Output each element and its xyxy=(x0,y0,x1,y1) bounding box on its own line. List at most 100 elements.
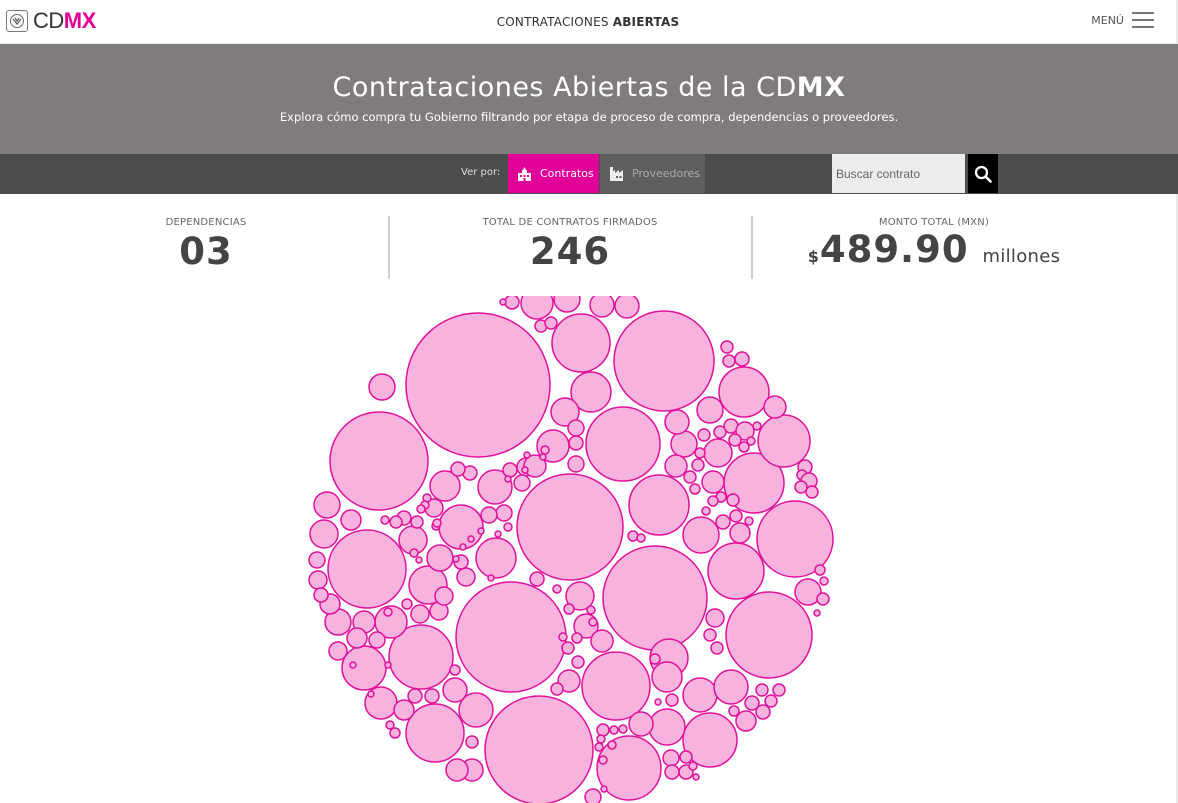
contract-bubble[interactable] xyxy=(703,628,717,642)
contract-bubble[interactable] xyxy=(682,677,718,713)
contract-bubble[interactable] xyxy=(389,727,401,739)
contract-bubble[interactable] xyxy=(520,287,554,320)
contract-bubble[interactable] xyxy=(618,724,628,734)
contract-bubble[interactable] xyxy=(725,591,813,679)
contract-bubble[interactable] xyxy=(728,433,742,447)
contract-bubble[interactable] xyxy=(536,429,570,463)
contract-bubble[interactable] xyxy=(374,605,408,639)
contract-bubble[interactable] xyxy=(800,472,818,490)
contract-bubble[interactable] xyxy=(654,698,662,706)
contract-bubble[interactable] xyxy=(715,514,731,530)
contract-bubble[interactable] xyxy=(449,664,461,676)
contract-bubble[interactable] xyxy=(458,692,494,728)
contract-bubble[interactable] xyxy=(499,298,507,306)
contract-bubble[interactable] xyxy=(504,295,520,310)
contract-bubble[interactable] xyxy=(757,414,811,468)
contract-bubble[interactable] xyxy=(590,629,614,653)
tab-contracts[interactable]: Contratos xyxy=(508,154,599,193)
contract-bubble[interactable] xyxy=(438,504,484,550)
contract-bubble[interactable] xyxy=(648,708,686,746)
contract-bubble[interactable] xyxy=(628,711,654,737)
contract-bubble[interactable] xyxy=(364,686,398,720)
contract-bubble[interactable] xyxy=(420,500,430,510)
contract-bubble[interactable] xyxy=(308,551,326,569)
contract-bubble[interactable] xyxy=(456,567,476,587)
contract-bubble[interactable] xyxy=(405,312,551,458)
contract-bubble[interactable] xyxy=(571,655,585,669)
contract-bubble[interactable] xyxy=(683,470,697,484)
contract-bubble[interactable] xyxy=(502,462,518,478)
contract-bubble[interactable] xyxy=(368,631,386,649)
contract-bubble[interactable] xyxy=(729,522,751,544)
contract-bubble[interactable] xyxy=(477,527,485,535)
contract-bubble[interactable] xyxy=(424,498,444,518)
contract-bubble[interactable] xyxy=(697,428,711,442)
contract-bubble[interactable] xyxy=(455,581,567,693)
contract-bubble[interactable] xyxy=(368,373,396,401)
contract-bubble[interactable] xyxy=(805,485,819,499)
contract-bubble[interactable] xyxy=(703,438,733,468)
contract-bubble[interactable] xyxy=(477,469,513,505)
contract-bubble[interactable] xyxy=(764,694,778,708)
contract-bubble[interactable] xyxy=(544,316,558,330)
contract-bubble[interactable] xyxy=(691,458,705,472)
contract-bubble[interactable] xyxy=(452,555,460,563)
contract-bubble[interactable] xyxy=(523,451,531,459)
contract-bubble[interactable] xyxy=(340,509,362,531)
contract-bubble[interactable] xyxy=(313,587,329,603)
contract-bubble[interactable] xyxy=(516,473,624,581)
contract-bubble[interactable] xyxy=(410,604,430,624)
contract-bubble[interactable] xyxy=(567,455,585,473)
contract-bubble[interactable] xyxy=(665,693,679,707)
search-input[interactable] xyxy=(832,154,965,193)
contract-bubble[interactable] xyxy=(327,529,407,609)
contract-bubble[interactable] xyxy=(678,764,694,780)
contract-bubble[interactable] xyxy=(346,627,368,649)
contract-bubble[interactable] xyxy=(735,710,757,732)
contract-bubble[interactable] xyxy=(756,500,834,578)
contract-bubble[interactable] xyxy=(329,411,429,511)
contract-bubble[interactable] xyxy=(707,495,719,507)
contract-bubble[interactable] xyxy=(467,535,475,543)
contract-bubble[interactable] xyxy=(484,695,594,803)
contract-bubble[interactable] xyxy=(551,313,611,373)
contract-bubble[interactable] xyxy=(480,506,498,524)
contract-bubble[interactable] xyxy=(565,581,595,611)
contract-bubble[interactable] xyxy=(385,720,395,730)
contract-bubble[interactable] xyxy=(664,409,690,435)
contract-bubble[interactable] xyxy=(567,419,585,437)
contract-bubble[interactable] xyxy=(596,734,606,744)
contract-bubble[interactable] xyxy=(494,530,502,538)
contract-bubble[interactable] xyxy=(752,421,762,431)
contract-bubble[interactable] xyxy=(598,755,608,765)
contract-bubble[interactable] xyxy=(384,661,392,669)
contract-bubble[interactable] xyxy=(581,651,651,721)
contract-bubble[interactable] xyxy=(558,632,568,642)
contract-bubble[interactable] xyxy=(553,286,581,313)
contract-bubble[interactable] xyxy=(429,470,461,502)
contract-bubble[interactable] xyxy=(664,764,680,780)
contract-bubble[interactable] xyxy=(416,504,426,514)
contract-bubble[interactable] xyxy=(495,504,513,522)
contract-bubble[interactable] xyxy=(746,436,756,446)
contract-bubble[interactable] xyxy=(552,584,562,594)
contract-bubble[interactable] xyxy=(600,785,608,793)
contract-bubble[interactable] xyxy=(396,510,412,526)
contract-bubble[interactable] xyxy=(596,723,610,737)
contract-bubble[interactable] xyxy=(568,435,584,451)
contract-bubble[interactable] xyxy=(701,470,725,494)
contract-bubble[interactable] xyxy=(735,421,755,441)
contract-bubble[interactable] xyxy=(738,441,750,453)
contract-bubble[interactable] xyxy=(445,758,469,782)
contract-bubble[interactable] xyxy=(636,533,646,543)
contract-bubble[interactable] xyxy=(649,653,661,665)
contract-bubble[interactable] xyxy=(523,454,547,478)
contract-bubble[interactable] xyxy=(734,351,750,367)
contract-bubble[interactable] xyxy=(529,571,545,587)
contract-bubble[interactable] xyxy=(475,537,517,579)
contract-bubble[interactable] xyxy=(415,556,423,564)
contract-bubble[interactable] xyxy=(596,735,662,801)
contract-bubble[interactable] xyxy=(349,661,357,669)
contract-bubble[interactable] xyxy=(540,445,550,455)
contract-bubble[interactable] xyxy=(722,354,736,368)
